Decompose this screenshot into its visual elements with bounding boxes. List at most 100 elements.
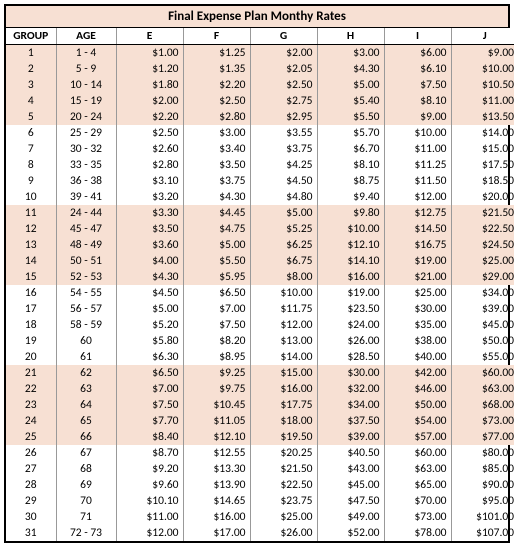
cell-rate[interactable]: $40.50 xyxy=(317,445,384,461)
cell-rate[interactable]: $23.75 xyxy=(250,493,317,509)
cell-age[interactable]: 64 xyxy=(56,397,116,413)
cell-rate[interactable]: $2.50 xyxy=(250,77,317,93)
cell-rate[interactable]: $2.60 xyxy=(116,141,183,157)
cell-age[interactable]: 60 xyxy=(56,333,116,349)
cell-age[interactable]: 48 - 49 xyxy=(56,237,116,253)
cell-rate[interactable]: $8.20 xyxy=(183,333,250,349)
cell-rate[interactable]: $25.00 xyxy=(451,253,514,269)
cell-rate[interactable]: $1.80 xyxy=(116,77,183,93)
cell-rate[interactable]: $2.80 xyxy=(183,109,250,125)
cell-age[interactable]: 33 - 35 xyxy=(56,157,116,173)
cell-rate[interactable]: $107.00 xyxy=(451,525,514,541)
cell-rate[interactable]: $29.00 xyxy=(451,269,514,285)
cell-rate[interactable]: $2.50 xyxy=(183,93,250,109)
cell-rate[interactable]: $21.00 xyxy=(384,269,451,285)
cell-rate[interactable]: $39.00 xyxy=(317,429,384,445)
cell-rate[interactable]: $4.75 xyxy=(183,221,250,237)
cell-group[interactable]: 18 xyxy=(6,317,56,333)
col-header-j[interactable]: J xyxy=(451,28,514,45)
cell-rate[interactable]: $50.00 xyxy=(451,333,514,349)
cell-rate[interactable]: $16.00 xyxy=(250,381,317,397)
cell-rate[interactable]: $5.00 xyxy=(250,205,317,221)
cell-age[interactable]: 66 xyxy=(56,429,116,445)
cell-rate[interactable]: $3.20 xyxy=(116,189,183,205)
cell-group[interactable]: 12 xyxy=(6,221,56,237)
cell-age[interactable]: 20 - 24 xyxy=(56,109,116,125)
cell-rate[interactable]: $20.25 xyxy=(250,445,317,461)
cell-rate[interactable]: $9.40 xyxy=(317,189,384,205)
cell-rate[interactable]: $18.50 xyxy=(451,173,514,189)
cell-rate[interactable]: $12.00 xyxy=(250,317,317,333)
cell-group[interactable]: 20 xyxy=(6,349,56,365)
cell-age[interactable]: 36 - 38 xyxy=(56,173,116,189)
cell-rate[interactable]: $16.75 xyxy=(384,237,451,253)
cell-rate[interactable]: $1.25 xyxy=(183,45,250,62)
cell-rate[interactable]: $73.00 xyxy=(451,413,514,429)
cell-rate[interactable]: $8.75 xyxy=(317,173,384,189)
cell-rate[interactable]: $4.30 xyxy=(317,61,384,77)
col-header-g[interactable]: G xyxy=(250,28,317,45)
cell-rate[interactable]: $19.00 xyxy=(317,285,384,301)
cell-rate[interactable]: $60.00 xyxy=(384,445,451,461)
cell-rate[interactable]: $16.00 xyxy=(317,269,384,285)
cell-rate[interactable]: $5.25 xyxy=(250,221,317,237)
cell-rate[interactable]: $63.00 xyxy=(384,461,451,477)
cell-rate[interactable]: $14.10 xyxy=(317,253,384,269)
cell-rate[interactable]: $47.50 xyxy=(317,493,384,509)
cell-group[interactable]: 11 xyxy=(6,205,56,221)
cell-rate[interactable]: $9.80 xyxy=(317,205,384,221)
cell-rate[interactable]: $2.80 xyxy=(116,157,183,173)
cell-rate[interactable]: $14.00 xyxy=(451,125,514,141)
cell-rate[interactable]: $10.00 xyxy=(317,221,384,237)
cell-rate[interactable]: $6.50 xyxy=(116,365,183,381)
cell-rate[interactable]: $13.00 xyxy=(250,333,317,349)
col-header-age[interactable]: AGE xyxy=(56,28,116,45)
cell-age[interactable]: 54 - 55 xyxy=(56,285,116,301)
cell-rate[interactable]: $37.50 xyxy=(317,413,384,429)
cell-rate[interactable]: $22.50 xyxy=(250,477,317,493)
cell-group[interactable]: 21 xyxy=(6,365,56,381)
cell-rate[interactable]: $38.00 xyxy=(384,333,451,349)
cell-rate[interactable]: $10.50 xyxy=(451,77,514,93)
col-header-f[interactable]: F xyxy=(183,28,250,45)
cell-rate[interactable]: $28.50 xyxy=(317,349,384,365)
cell-group[interactable]: 26 xyxy=(6,445,56,461)
cell-rate[interactable]: $95.00 xyxy=(451,493,514,509)
cell-age[interactable]: 56 - 57 xyxy=(56,301,116,317)
cell-group[interactable]: 28 xyxy=(6,477,56,493)
cell-rate[interactable]: $26.00 xyxy=(317,333,384,349)
cell-age[interactable]: 5 - 9 xyxy=(56,61,116,77)
cell-rate[interactable]: $1.35 xyxy=(183,61,250,77)
cell-rate[interactable]: $1.00 xyxy=(116,45,183,62)
cell-group[interactable]: 10 xyxy=(6,189,56,205)
cell-rate[interactable]: $5.50 xyxy=(317,109,384,125)
cell-rate[interactable]: $3.10 xyxy=(116,173,183,189)
cell-rate[interactable]: $11.75 xyxy=(250,301,317,317)
cell-rate[interactable]: $46.00 xyxy=(384,381,451,397)
cell-rate[interactable]: $4.30 xyxy=(183,189,250,205)
cell-rate[interactable]: $2.20 xyxy=(116,109,183,125)
cell-group[interactable]: 8 xyxy=(6,157,56,173)
cell-rate[interactable]: $32.00 xyxy=(317,381,384,397)
cell-rate[interactable]: $21.50 xyxy=(250,461,317,477)
cell-rate[interactable]: $15.00 xyxy=(250,365,317,381)
cell-rate[interactable]: $11.05 xyxy=(183,413,250,429)
cell-rate[interactable]: $4.50 xyxy=(116,285,183,301)
cell-rate[interactable]: $7.70 xyxy=(116,413,183,429)
cell-group[interactable]: 16 xyxy=(6,285,56,301)
cell-rate[interactable]: $12.10 xyxy=(183,429,250,445)
cell-age[interactable]: 69 xyxy=(56,477,116,493)
cell-rate[interactable]: $85.00 xyxy=(451,461,514,477)
cell-rate[interactable]: $24.50 xyxy=(451,237,514,253)
cell-group[interactable]: 19 xyxy=(6,333,56,349)
cell-rate[interactable]: $55.00 xyxy=(451,349,514,365)
cell-rate[interactable]: $3.00 xyxy=(183,125,250,141)
cell-rate[interactable]: $5.00 xyxy=(116,301,183,317)
cell-rate[interactable]: $63.00 xyxy=(451,381,514,397)
cell-rate[interactable]: $26.00 xyxy=(250,525,317,541)
cell-rate[interactable]: $5.00 xyxy=(183,237,250,253)
cell-rate[interactable]: $4.45 xyxy=(183,205,250,221)
cell-rate[interactable]: $45.00 xyxy=(317,477,384,493)
cell-rate[interactable]: $70.00 xyxy=(384,493,451,509)
cell-rate[interactable]: $14.65 xyxy=(183,493,250,509)
